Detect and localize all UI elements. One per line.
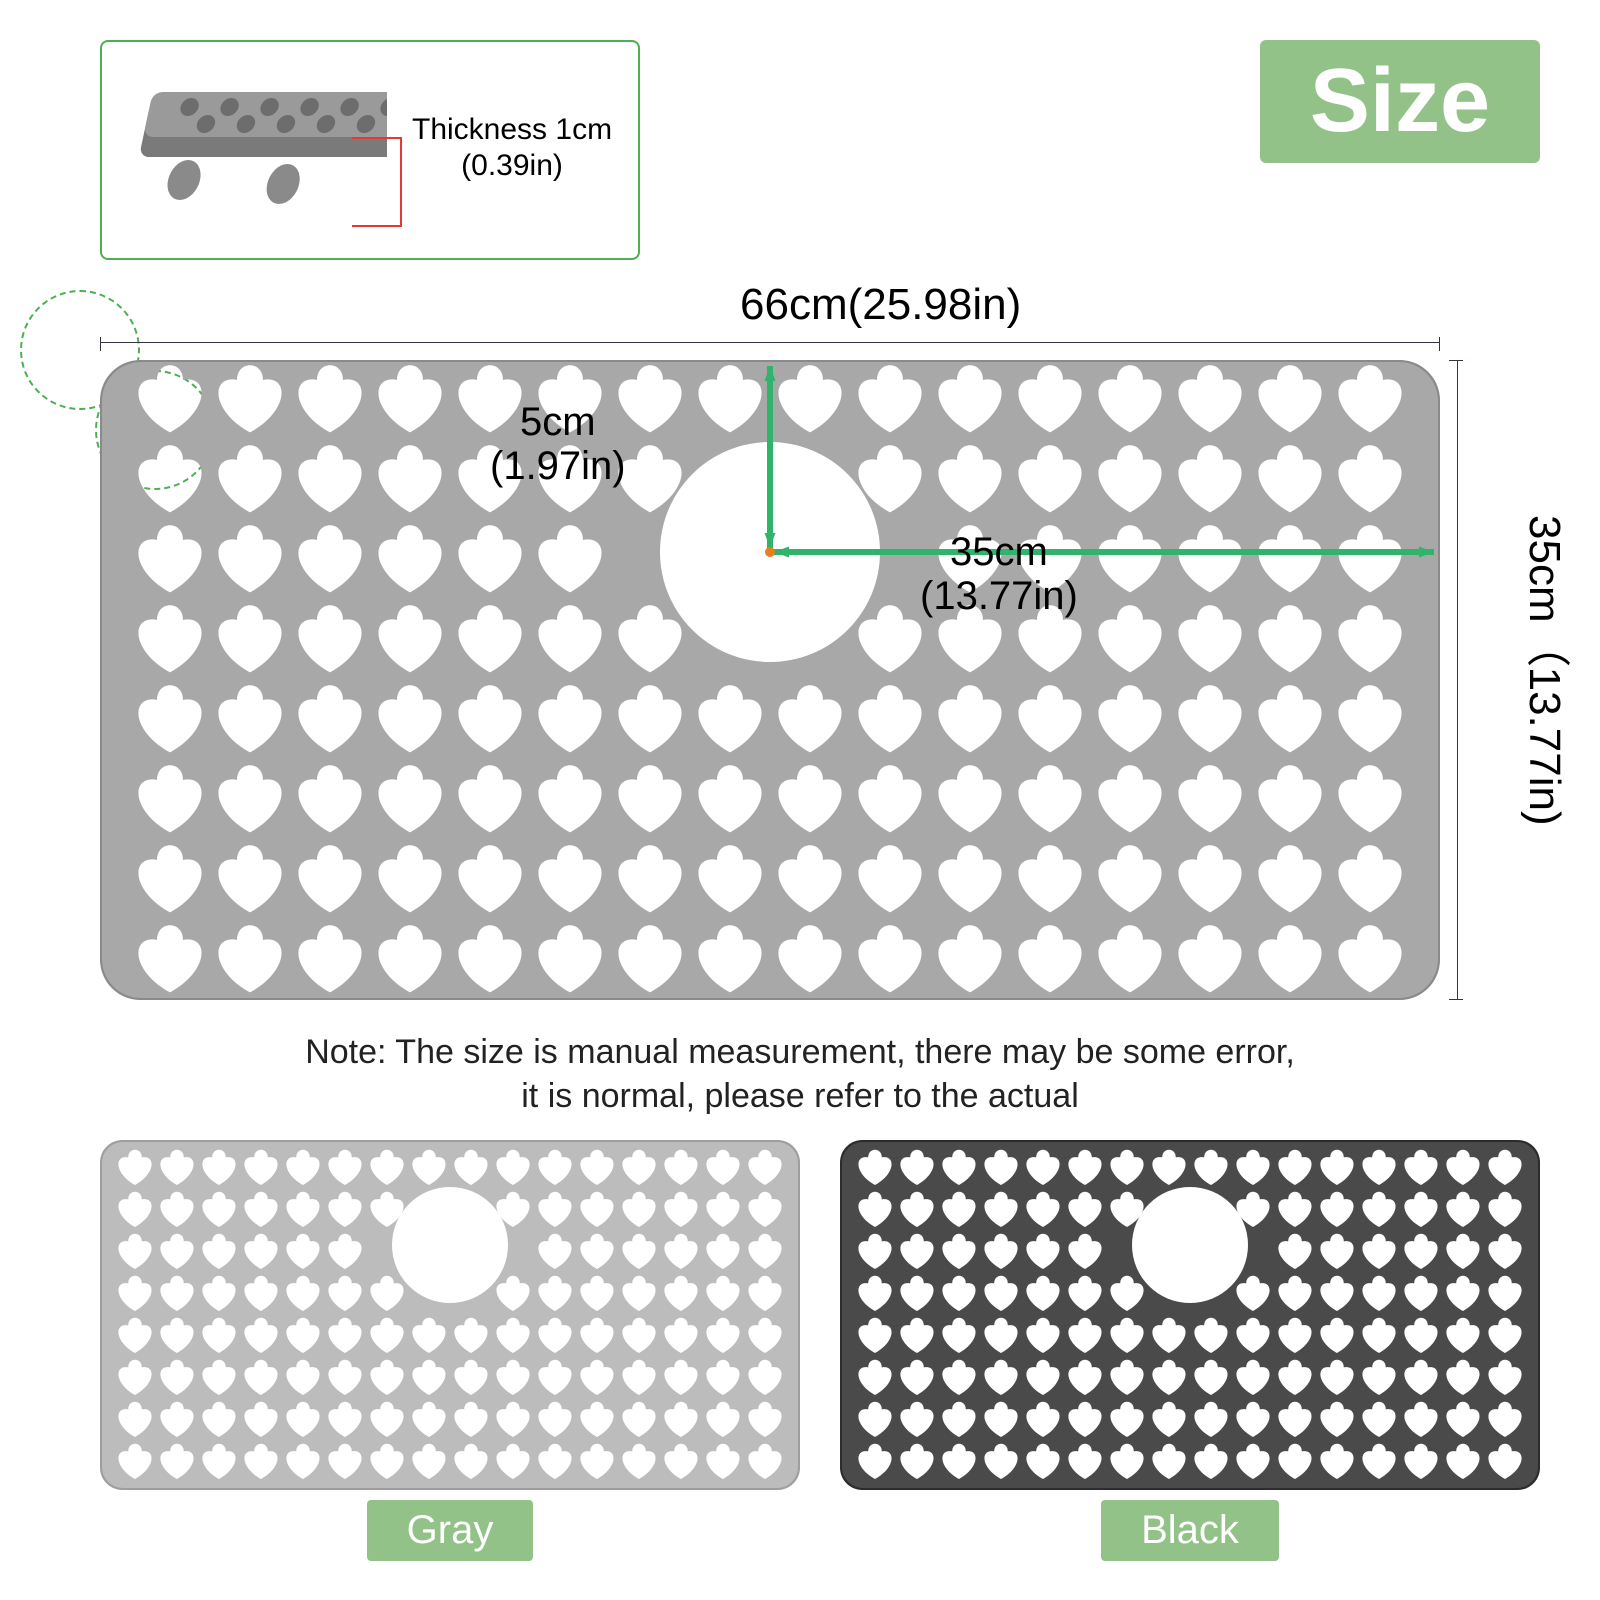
thickness-panel: Thickness 1cm (0.39in) (100, 40, 640, 260)
size-badge: Size (1260, 40, 1540, 163)
drain-depth-label: 5cm (1.97in) (490, 400, 626, 488)
color-swatches: Gray Black (100, 1140, 1540, 1561)
width-dimension-label: 66cm(25.98in) (740, 280, 1021, 330)
drain-offset-in: (13.77in) (920, 574, 1078, 618)
thickness-label: Thickness 1cm (0.39in) (412, 112, 612, 184)
thickness-bracket (352, 137, 402, 227)
main-mat-diagram (100, 360, 1440, 1000)
sink-mat-icon (840, 1140, 1540, 1490)
drain-depth-in: (1.97in) (490, 444, 626, 488)
swatch-black: Black (840, 1140, 1540, 1561)
drain-offset-cm: 35cm (920, 530, 1078, 574)
drain-offset-label: 35cm (13.77in) (920, 530, 1078, 618)
mat-side-view-icon (117, 72, 387, 222)
thickness-in: (0.39in) (412, 148, 612, 184)
dimension-line-right (1457, 360, 1458, 1000)
note-line2: it is normal, please refer to the actual (0, 1074, 1600, 1118)
sink-mat-icon (100, 360, 1440, 1000)
drain-depth-cm: 5cm (490, 400, 626, 444)
dimension-line-top (100, 342, 1440, 343)
sink-mat-icon (100, 1140, 800, 1490)
swatch-gray: Gray (100, 1140, 800, 1561)
thickness-cm: Thickness 1cm (412, 112, 612, 148)
note-line1: Note: The size is manual measurement, th… (0, 1030, 1600, 1074)
measurement-note: Note: The size is manual measurement, th… (0, 1030, 1600, 1118)
height-dimension-label: 35cm（13.77in) (1517, 370, 1570, 970)
swatch-label: Black (1101, 1500, 1279, 1561)
swatch-label: Gray (367, 1500, 534, 1561)
